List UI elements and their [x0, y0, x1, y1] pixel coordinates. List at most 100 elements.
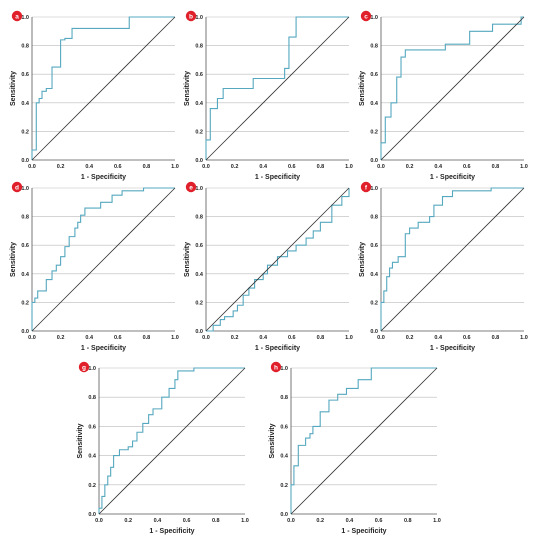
x-tick-label: 0.8: [143, 164, 151, 170]
x-tick-label: 0.6: [288, 164, 296, 170]
y-tick-label: 0.6: [280, 424, 288, 430]
x-tick-label: 0.2: [231, 164, 239, 170]
x-tick-label: 1.0: [241, 518, 249, 524]
y-tick-label: 1.0: [21, 186, 29, 192]
y-tick-label: 0.2: [195, 129, 203, 135]
y-tick-label: 0.4: [195, 101, 204, 107]
x-tick-label: 0.8: [492, 335, 500, 341]
panel-badge: [185, 181, 197, 193]
roc-panel-a: 0.0 0.2 0.4 0.6 0.8 1.0 0.0 0.2 0.4 0.6 0.8 1.0 1 - …: [6, 7, 183, 186]
y-tick-label: 0.2: [21, 129, 29, 135]
y-tick-label: 1.0: [195, 15, 203, 21]
y-tick-label: 1.0: [21, 15, 29, 21]
panel-badge: [11, 10, 23, 22]
x-tick-label: 0.4: [346, 518, 355, 524]
y-tick-label: 1.0: [370, 15, 378, 21]
roc-panel-h: 0.0 0.2 0.4 0.6 0.8 1.0 0.0 0.2 0.4 0.6 0.8 1.0 1 - …: [265, 358, 445, 540]
roc-chart-a: 0.0 0.2 0.4 0.6 0.8 1.0 0.0 0.2 0.4 0.6 0.8 1.0 1 - …: [10, 10, 179, 181]
roc-chart-h: 0.0 0.2 0.4 0.6 0.8 1.0 0.0 0.2 0.4 0.6 0.8 1.0 1 - …: [269, 361, 441, 535]
roc-chart-f: 0.0 0.2 0.4 0.6 0.8 1.0 0.0 0.2 0.4 0.6 0.8 1.0 1 - …: [359, 181, 528, 352]
panel-badge: [270, 361, 282, 373]
roc-panel-d: 0.0 0.2 0.4 0.6 0.8 1.0 0.0 0.2 0.4 0.6 0.8 1.0 1 - …: [6, 178, 183, 357]
reference-line: [205, 187, 350, 332]
y-axis-label: Sensitivity: [77, 423, 84, 458]
roc-chart-b: 0.0 0.2 0.4 0.6 0.8 1.0 0.0 0.2 0.4 0.6 0.8 1.0 1 - …: [184, 10, 353, 181]
x-tick-label: 0.0: [377, 164, 385, 170]
x-tick-label: 0.8: [404, 518, 412, 524]
x-tick-label: 0.8: [317, 164, 325, 170]
x-tick-label: 1.0: [520, 164, 528, 170]
x-tick-label: 1.0: [171, 164, 179, 170]
y-tick-label: 0.2: [370, 300, 378, 306]
x-tick-label: 0.6: [114, 335, 122, 341]
y-tick-label: 1.0: [88, 366, 96, 372]
x-tick-label: 0.2: [231, 335, 239, 341]
y-tick-label: 0.4: [88, 454, 97, 460]
roc-panel-b: 0.0 0.2 0.4 0.6 0.8 1.0 0.0 0.2 0.4 0.6 0.8 1.0 1 - …: [180, 7, 357, 186]
roc-panel-e: 0.0 0.2 0.4 0.6 0.8 1.0 0.0 0.2 0.4 0.6 0.8 1.0 1 - …: [180, 178, 357, 357]
y-tick-label: 1.0: [280, 366, 288, 372]
x-axis-label: 1 - Specificity: [341, 528, 386, 535]
x-tick-label: 0.4: [434, 335, 443, 341]
y-tick-label: 0.6: [21, 72, 29, 78]
x-axis-label: 1 - Specificity: [255, 345, 300, 352]
y-tick-label: 0.6: [370, 72, 378, 78]
y-axis-label: Sensitivity: [269, 423, 276, 458]
y-tick-label: 0.4: [21, 101, 30, 107]
roc-curve: [206, 188, 350, 332]
x-tick-label: 0.6: [288, 335, 296, 341]
panel-badge: [185, 10, 197, 22]
x-axis-label: 1 - Specificity: [81, 345, 126, 352]
y-tick-label: 0.4: [280, 454, 289, 460]
y-tick-label: 0.0: [195, 329, 203, 335]
x-tick-label: 0.2: [124, 518, 132, 524]
reference-line: [31, 16, 176, 161]
x-tick-label: 0.0: [377, 335, 385, 341]
y-tick-label: 0.8: [21, 44, 29, 50]
panel-badge: [360, 10, 372, 22]
y-tick-label: 0.2: [280, 483, 288, 489]
y-tick-label: 0.8: [195, 215, 203, 221]
y-axis-label: Sensitivity: [359, 242, 366, 277]
x-tick-label: 0.8: [143, 335, 151, 341]
roc-curve: [31, 16, 175, 160]
y-tick-label: 0.6: [88, 424, 96, 430]
reference-line: [205, 16, 350, 161]
y-tick-label: 0.0: [370, 158, 378, 164]
panel-badge: [78, 361, 90, 373]
x-tick-label: 0.2: [406, 164, 414, 170]
x-tick-label: 0.2: [316, 518, 324, 524]
x-tick-label: 0.0: [287, 518, 295, 524]
panel-badge-letter: h: [274, 364, 278, 371]
roc-curve: [380, 187, 524, 331]
panel-badge-letter: f: [365, 184, 368, 191]
x-tick-label: 0.0: [202, 164, 210, 170]
roc-panel-g: 0.0 0.2 0.4 0.6 0.8 1.0 0.0 0.2 0.4 0.6 0.8 1.0 1 - …: [73, 358, 253, 540]
roc-curve: [31, 187, 175, 331]
x-tick-label: 0.8: [317, 335, 325, 341]
roc-chart-d: 0.0 0.2 0.4 0.6 0.8 1.0 0.0 0.2 0.4 0.6 0.8 1.0 1 - …: [10, 181, 179, 352]
x-tick-label: 0.0: [28, 164, 36, 170]
reference-line: [380, 187, 525, 332]
y-tick-label: 0.8: [195, 44, 203, 50]
y-tick-label: 0.6: [370, 243, 378, 249]
y-axis-label: Sensitivity: [10, 242, 17, 277]
y-tick-label: 0.0: [280, 512, 288, 518]
y-tick-label: 0.2: [195, 300, 203, 306]
x-tick-label: 0.4: [434, 164, 443, 170]
x-tick-label: 0.0: [202, 335, 210, 341]
y-tick-label: 0.4: [370, 101, 379, 107]
y-tick-label: 0.8: [88, 395, 96, 401]
x-tick-label: 0.6: [183, 518, 191, 524]
y-axis-label: Sensitivity: [184, 71, 191, 106]
panel-badge-letter: g: [82, 364, 86, 371]
y-tick-label: 0.6: [21, 243, 29, 249]
x-tick-label: 0.6: [463, 164, 471, 170]
y-tick-label: 0.6: [195, 243, 203, 249]
x-axis-label: 1 - Specificity: [430, 174, 475, 181]
y-tick-label: 0.4: [370, 272, 379, 278]
panel-badge: [360, 181, 372, 193]
y-tick-label: 0.8: [370, 44, 378, 50]
y-tick-label: 0.8: [370, 215, 378, 221]
x-tick-label: 1.0: [171, 335, 179, 341]
